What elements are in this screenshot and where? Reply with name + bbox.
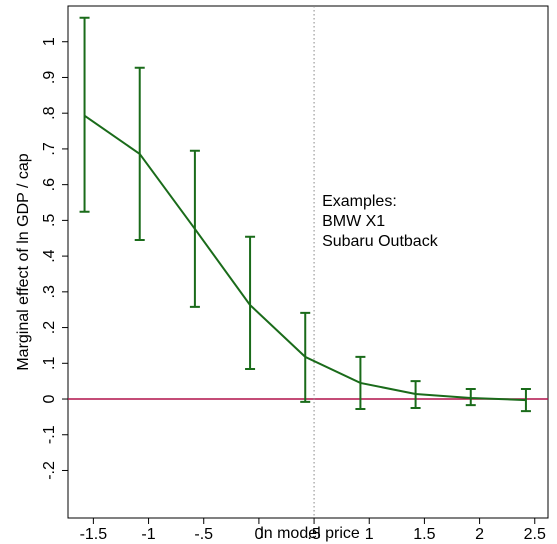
y-tick-label: .6 bbox=[41, 178, 58, 191]
annotation: Subaru Outback bbox=[322, 233, 439, 250]
x-tick-label: -.5 bbox=[194, 526, 213, 543]
x-tick-label: 1.5 bbox=[413, 526, 435, 543]
error-bar bbox=[410, 380, 421, 409]
error-bar bbox=[520, 388, 531, 413]
y-tick-label: .3 bbox=[41, 285, 58, 298]
x-tick-label: .5 bbox=[307, 526, 320, 543]
y-tick-label: .2 bbox=[41, 321, 58, 334]
y-axis-title: Marginal effect of ln GDP / cap bbox=[15, 153, 32, 370]
y-tick-label: .7 bbox=[41, 142, 58, 155]
error-bar bbox=[134, 66, 145, 242]
x-tick-label: 2.5 bbox=[524, 526, 546, 543]
y-tick-label: 0 bbox=[41, 394, 58, 403]
y-tick-label: .5 bbox=[41, 214, 58, 227]
y-tick-label: -.2 bbox=[41, 461, 58, 480]
plot-frame bbox=[67, 5, 549, 519]
y-tick-label: .8 bbox=[41, 106, 58, 119]
annotation: BMW X1 bbox=[322, 213, 385, 230]
x-tick-label: 0 bbox=[254, 526, 263, 543]
y-tick-label: .4 bbox=[41, 249, 58, 262]
error-bar bbox=[355, 355, 366, 411]
error-bar bbox=[300, 311, 311, 403]
y-tick-label: .9 bbox=[41, 71, 58, 84]
x-axis-title: ln model price bbox=[260, 525, 360, 542]
error-bar bbox=[465, 388, 476, 407]
y-tick-label: -.1 bbox=[41, 425, 58, 444]
annotation: Examples: bbox=[322, 193, 397, 210]
x-tick-label: 1 bbox=[365, 526, 374, 543]
error-bar bbox=[245, 235, 256, 371]
y-tick-label: .1 bbox=[41, 357, 58, 370]
x-tick-label: -1 bbox=[141, 526, 155, 543]
y-tick-label: 1 bbox=[41, 37, 58, 46]
error-bar bbox=[79, 16, 90, 213]
x-tick-label: -1.5 bbox=[80, 526, 108, 543]
x-tick-label: 2 bbox=[475, 526, 484, 543]
error-bar bbox=[189, 149, 200, 308]
